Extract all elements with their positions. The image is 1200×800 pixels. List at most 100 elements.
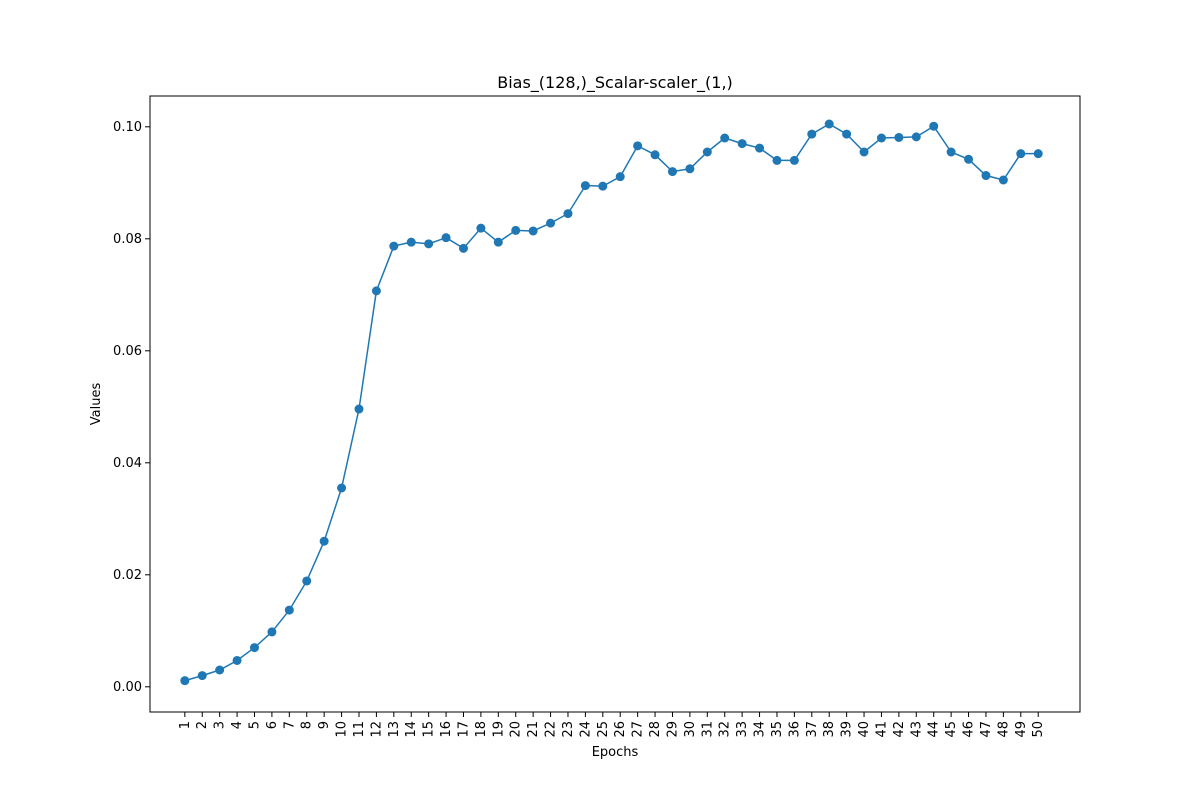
data-point <box>842 129 852 139</box>
y-axis-label: Values <box>89 383 104 426</box>
x-tick-label: 49 <box>1014 721 1029 738</box>
x-tick-label: 4 <box>230 721 245 729</box>
x-tick-label: 41 <box>874 721 889 738</box>
x-tick-label: 15 <box>422 721 437 738</box>
x-tick-label: 45 <box>944 721 959 738</box>
x-tick-label: 44 <box>927 721 942 738</box>
x-tick-label: 46 <box>962 721 977 738</box>
data-point <box>476 223 486 233</box>
x-tick-label: 30 <box>683 721 698 738</box>
x-tick-label: 39 <box>840 721 855 738</box>
x-tick-label: 25 <box>596 721 611 738</box>
data-point <box>441 233 451 243</box>
y-axis: 0.00 0.02 0.04 0.06 0.08 0.10 <box>113 120 150 695</box>
data-point <box>215 665 225 675</box>
data-point <box>894 132 904 142</box>
x-tick-label: 27 <box>631 721 646 738</box>
data-point <box>633 141 643 151</box>
data-point <box>911 132 921 142</box>
x-tick-label: 21 <box>526 721 541 738</box>
x-tick-label: 12 <box>369 721 384 738</box>
y-tick-label: 0.04 <box>113 456 142 471</box>
data-point <box>528 226 538 236</box>
data-point <box>337 483 347 493</box>
x-tick-label: 47 <box>979 721 994 738</box>
data-point <box>615 172 625 182</box>
data-point <box>424 239 434 249</box>
data-point <box>354 404 364 414</box>
x-tick-label: 42 <box>892 721 907 738</box>
data-point <box>371 286 381 296</box>
x-tick-label: 19 <box>491 721 506 738</box>
x-tick-label: 40 <box>857 721 872 738</box>
x-tick-label: 17 <box>456 721 471 738</box>
x-tick-label: 9 <box>317 721 332 729</box>
data-point <box>737 139 747 149</box>
x-tick-label: 1 <box>178 721 193 729</box>
data-point <box>302 576 312 586</box>
x-tick-label: 50 <box>1031 721 1046 738</box>
data-point <box>232 655 242 665</box>
x-tick-label: 37 <box>805 721 820 738</box>
plot-area <box>149 95 1081 713</box>
x-tick-label: 31 <box>700 721 715 738</box>
data-point <box>406 237 416 247</box>
data-point <box>772 155 782 165</box>
data-point <box>319 536 329 546</box>
data-point <box>267 627 277 637</box>
x-tick-label: 10 <box>335 721 350 738</box>
data-point <box>702 147 712 157</box>
data-point <box>789 155 799 165</box>
x-tick-label: 3 <box>213 721 228 729</box>
x-axis-label: Epochs <box>592 745 639 760</box>
x-tick-label: 16 <box>439 721 454 738</box>
x-tick-label: 32 <box>718 721 733 738</box>
x-tick-label: 36 <box>787 721 802 738</box>
data-point <box>667 167 677 177</box>
x-tick-label: 18 <box>474 721 489 738</box>
data-point <box>998 175 1008 185</box>
x-tick-label: 33 <box>735 721 750 738</box>
data-point <box>859 147 869 157</box>
data-point <box>807 129 817 139</box>
data-point <box>720 133 730 143</box>
data-point <box>493 237 503 247</box>
data-point <box>563 209 573 219</box>
x-tick-label: 29 <box>665 721 680 738</box>
x-tick-label: 22 <box>544 721 559 738</box>
data-point <box>981 171 991 181</box>
data-point <box>946 147 956 157</box>
x-tick-label: 2 <box>195 721 210 729</box>
series-layer <box>180 119 1043 686</box>
x-tick-label: 6 <box>265 721 280 729</box>
data-point <box>180 676 190 686</box>
data-point <box>511 225 521 235</box>
x-axis: 1 2 3 4 5 6 7 8 9 10 11 12 13 14 15 16 17 18 19 20 21 22 23 24 2… <box>178 712 1046 738</box>
data-point <box>389 241 399 251</box>
x-tick-label: 48 <box>996 721 1011 738</box>
data-point <box>824 119 834 129</box>
y-tick-label: 0.06 <box>113 344 142 359</box>
data-point <box>755 143 765 153</box>
x-tick-label: 26 <box>613 721 628 738</box>
x-tick-label: 20 <box>509 721 524 738</box>
x-tick-label: 23 <box>561 721 576 738</box>
x-tick-label: 38 <box>822 721 837 738</box>
y-tick-label: 0.02 <box>113 568 142 583</box>
x-tick-label: 24 <box>578 721 593 738</box>
x-tick-label: 7 <box>282 721 297 729</box>
data-point <box>650 150 660 160</box>
data-point <box>1033 149 1043 159</box>
data-point <box>929 121 939 131</box>
x-tick-label: 34 <box>753 721 768 738</box>
x-tick-label: 11 <box>352 721 367 738</box>
x-tick-label: 13 <box>387 721 402 738</box>
plot-frame <box>149 95 1081 713</box>
y-tick-label: 0.08 <box>113 232 142 247</box>
data-point <box>964 154 974 164</box>
data-point <box>458 243 468 253</box>
data-point <box>598 181 608 191</box>
data-point <box>546 218 556 228</box>
x-tick-label: 5 <box>247 721 262 729</box>
